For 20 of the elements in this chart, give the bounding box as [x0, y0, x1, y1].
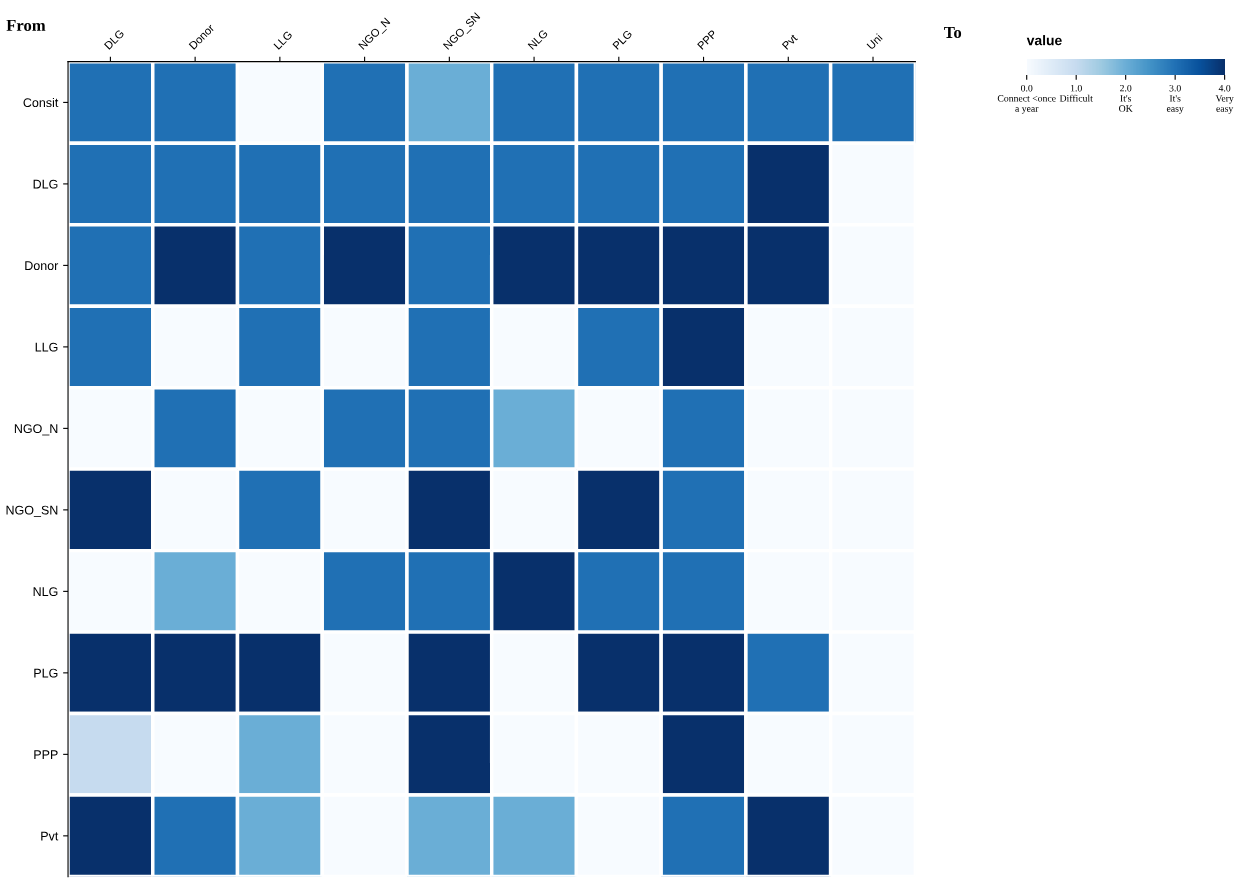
y-tick-label: Consit: [23, 97, 59, 108]
color-bar-label: 0.0 Connect <once a year: [997, 84, 1056, 114]
color-bar-label: 2.0 It's OK: [1119, 84, 1133, 112]
y-tick-label: NGO_N: [14, 424, 58, 436]
x-tick-label: Pvt: [781, 33, 798, 50]
x-axis-title: To: [944, 26, 962, 39]
color-bar-label: 1.0 Difficult: [1059, 84, 1093, 102]
y-tick-label: DLG: [33, 179, 58, 189]
color-bar-title: value: [1026, 35, 1062, 46]
y-tick-label: NGO_SN: [6, 505, 58, 517]
y-tick-label: Pvt: [41, 831, 59, 841]
y-tick-label: Donor: [25, 261, 59, 271]
color-bar-label: 3.0 It's easy: [1166, 84, 1184, 114]
y-tick-label: PLG: [34, 668, 58, 678]
y-axis-title: From: [6, 19, 46, 31]
color-bar-label: 4.0 Very easy: [1215, 84, 1234, 114]
y-tick-label: PPP: [34, 750, 58, 759]
y-tick-label: LLG: [35, 342, 58, 352]
x-tick-label: Uni: [866, 33, 883, 50]
y-tick-label: NLG: [33, 587, 58, 597]
